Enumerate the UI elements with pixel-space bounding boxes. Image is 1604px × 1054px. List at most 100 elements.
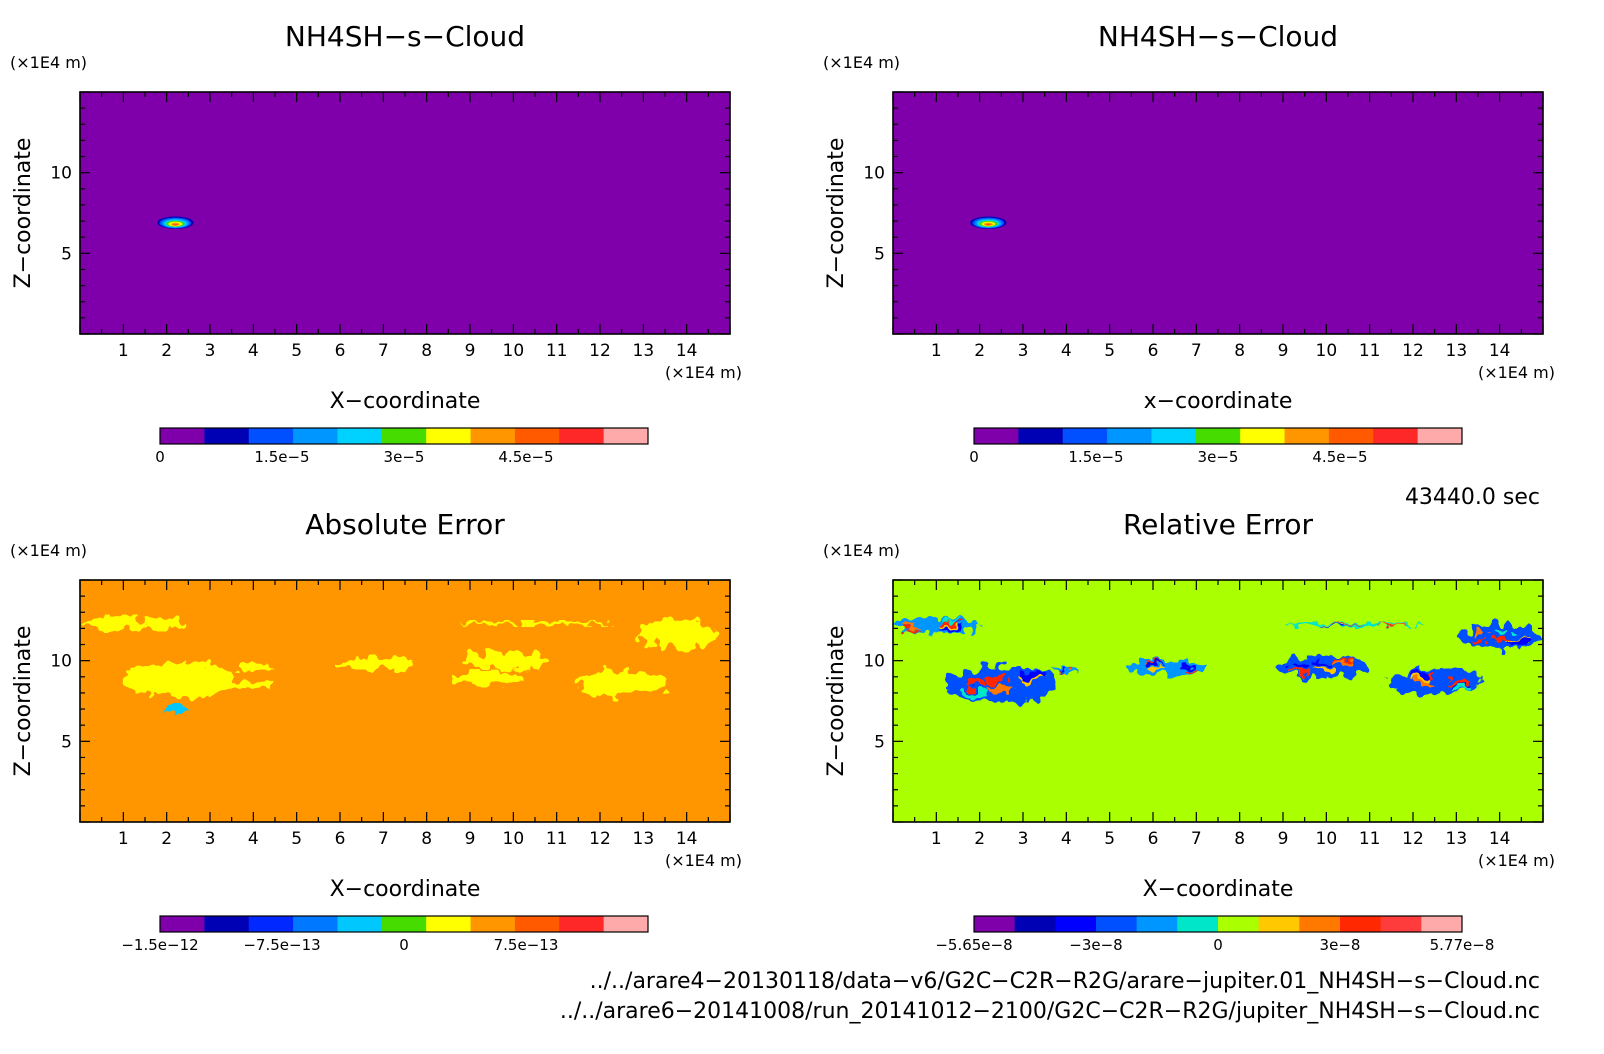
y-tick-label: 5 xyxy=(874,732,885,752)
x-tick-label: 12 xyxy=(589,829,611,849)
colorbar-frame xyxy=(973,427,1463,445)
error-speckle xyxy=(1017,671,1042,680)
y-tick-label: 10 xyxy=(50,652,72,672)
error-speckle xyxy=(1508,640,1526,646)
error-speckle xyxy=(963,689,989,698)
y-tick-label: 5 xyxy=(61,244,72,264)
y-tick-label: 10 xyxy=(863,652,885,672)
x-tick-label: 14 xyxy=(1489,829,1511,849)
error-patch xyxy=(145,617,189,630)
chart-panel-3: Absolute Error(×1E4 m)1 2 3 4 5 6 7 8 9 10 11 12 13 1… xyxy=(10,508,742,954)
y-axis-title: Z−coordinate xyxy=(11,138,36,289)
error-patch xyxy=(893,617,980,634)
cloud-feature xyxy=(157,216,194,229)
colorbar-swatch xyxy=(248,428,294,444)
x-tick-label: 6 xyxy=(335,341,346,361)
colorbar-swatch xyxy=(1018,428,1064,444)
x-tick-label: 7 xyxy=(378,341,389,361)
colorbar-swatch xyxy=(470,916,516,932)
error-patch xyxy=(236,663,271,672)
error-speckle xyxy=(938,621,959,626)
y-axis-title: Z−coordinate xyxy=(824,138,849,289)
timestamp-label: 43440.0 sec xyxy=(1405,485,1540,510)
y-tick-label: 10 xyxy=(50,164,72,184)
x-tick-label: 10 xyxy=(1316,341,1338,361)
x-tick-label: 6 xyxy=(1148,829,1159,849)
error-speckle xyxy=(1378,624,1409,626)
error-speckle xyxy=(985,684,1011,693)
x-tick-label: 13 xyxy=(633,829,655,849)
error-speckle xyxy=(1147,662,1165,666)
colorbar: −1.5e−12 −7.5e−13 0 7.5e−13 xyxy=(121,915,649,954)
x-tick-label: 9 xyxy=(1278,829,1289,849)
x-tick-label: 2 xyxy=(974,341,985,361)
colorbar-tick-label: 0 xyxy=(969,448,979,466)
colorbar-swatch xyxy=(426,428,472,444)
x-tick-label: 6 xyxy=(1148,341,1159,361)
x-tick-label: 12 xyxy=(1402,829,1424,849)
colorbar-tick-label: 4.5e−5 xyxy=(498,448,553,466)
x-tick-label: 6 xyxy=(335,829,346,849)
colorbar-swatch xyxy=(1218,916,1260,932)
x-tick-label: 10 xyxy=(1316,829,1338,849)
colorbar-tick-label: 4.5e−5 xyxy=(1312,448,1367,466)
error-patch xyxy=(574,670,670,697)
colorbar-swatch xyxy=(1177,916,1219,932)
x-tick-label: 4 xyxy=(248,341,259,361)
error-speckle xyxy=(963,679,989,688)
colorbar-tick-label: 1.5e−5 xyxy=(254,448,309,466)
error-speckle xyxy=(1312,667,1334,673)
error-speckle xyxy=(1288,669,1310,675)
field-layer xyxy=(84,617,717,714)
x-tick-label: 8 xyxy=(1234,341,1245,361)
colorbar-frame xyxy=(159,915,649,933)
x-tick-label: 14 xyxy=(676,829,698,849)
colorbar-tick-label: 5.77e−8 xyxy=(1430,936,1495,954)
error-patch xyxy=(1053,667,1080,674)
colorbar-frame xyxy=(159,427,649,445)
colorbar-swatch xyxy=(1014,916,1056,932)
colorbar-frame xyxy=(973,915,1463,933)
error-speckle xyxy=(1471,629,1489,636)
y-axis: 5 10 Z−coordinate xyxy=(824,91,1543,335)
error-speckle xyxy=(938,627,958,632)
x-axis-title: X−coordinate xyxy=(330,389,481,414)
x-tick-label: 14 xyxy=(1489,341,1511,361)
x-tick-label: 3 xyxy=(1018,829,1029,849)
y-axis-title: Z−coordinate xyxy=(11,626,36,777)
y-tick-label: 5 xyxy=(61,732,72,752)
cloud-feature xyxy=(970,216,1007,229)
cloud-contour xyxy=(986,223,991,226)
x-tick-label: 5 xyxy=(291,341,302,361)
error-patch xyxy=(465,650,544,671)
colorbar-swatch xyxy=(248,916,294,932)
error-speckle xyxy=(1178,668,1197,673)
colorbar-swatch xyxy=(559,916,605,932)
x-tick-label: 13 xyxy=(633,341,655,361)
file-path-1: ../../arare4−20130118/data−v6/G2C−C2R−R2… xyxy=(590,969,1540,994)
colorbar-swatch xyxy=(514,428,560,444)
colorbar-swatch xyxy=(1055,916,1097,932)
x-tick-label: 11 xyxy=(546,829,568,849)
error-speckle xyxy=(1070,668,1077,671)
file-path-2: ../../arare6−20141008/run_20141012−2100/… xyxy=(560,999,1540,1024)
colorbar-swatch xyxy=(1380,916,1422,932)
colorbar-swatch xyxy=(204,916,250,932)
colorbar-tick-label: 0 xyxy=(399,936,409,954)
colorbar-swatch xyxy=(1299,916,1341,932)
y-axis: 5 10 Z−coordinate xyxy=(11,91,730,335)
colorbar-swatch xyxy=(603,916,649,932)
colorbar-swatch xyxy=(1096,916,1138,932)
colorbar-swatch xyxy=(1062,428,1108,444)
error-patch xyxy=(945,667,1058,703)
error-speckle xyxy=(1378,625,1410,627)
chart-title: Relative Error xyxy=(1123,508,1314,541)
error-speckle xyxy=(1410,671,1432,678)
x-axis: 1 2 3 4 5 6 7 8 9 10 11 12 13 14(×1E4 m)X−coordinate xyxy=(892,580,1555,902)
colorbar-tick-label: 1.5e−5 xyxy=(1068,448,1123,466)
error-patch xyxy=(1274,655,1370,679)
colorbar-swatch xyxy=(974,916,1016,932)
colorbar-swatch xyxy=(1107,428,1152,444)
x-tick-label: 14 xyxy=(676,341,698,361)
